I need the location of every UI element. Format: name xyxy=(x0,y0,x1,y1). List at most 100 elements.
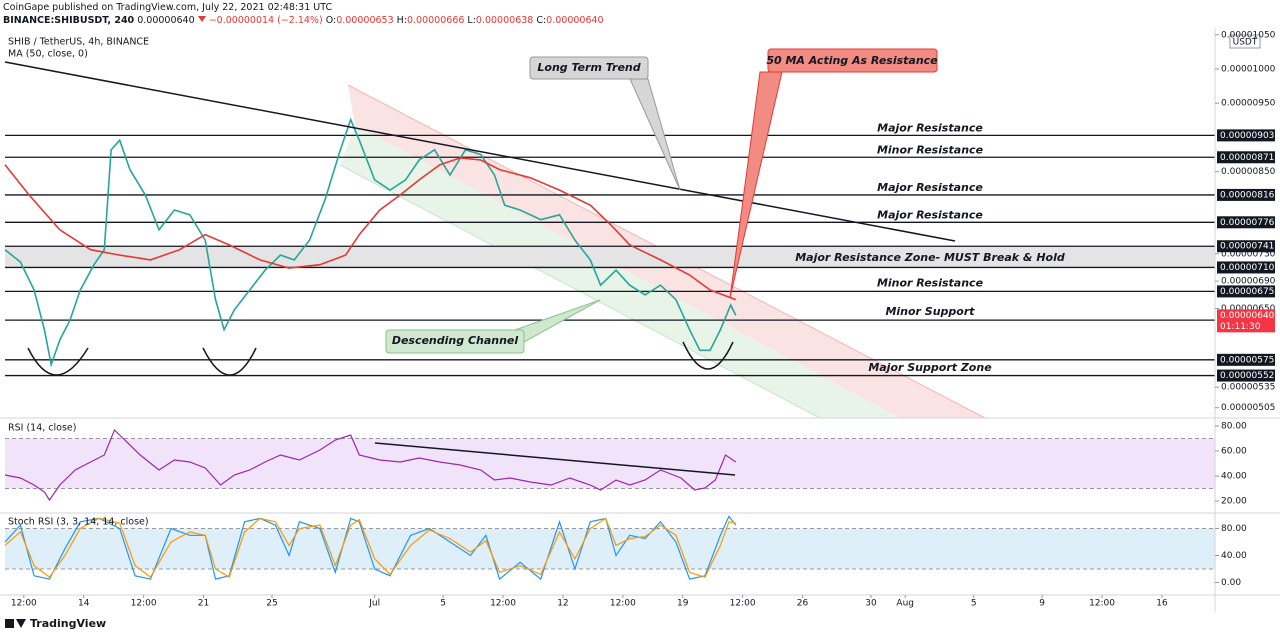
y-tick-label: 40.00 xyxy=(1221,551,1247,561)
y-tick-label: 0.00001050 xyxy=(1221,30,1276,40)
level-label-box xyxy=(1217,216,1275,229)
channel-lower xyxy=(340,125,900,418)
ohlc-value: 0.00000640 xyxy=(546,15,604,26)
indicator-line xyxy=(4,157,737,301)
level-label: 0.00000816 xyxy=(1220,190,1275,200)
level-note: Major Resistance xyxy=(877,208,983,221)
ohlc: O:0.00000653 H:0.00000666 L:0.00000638 C:0.… xyxy=(326,15,607,26)
level-label: 0.00000903 xyxy=(1220,131,1274,141)
level-label: 0.00000675 xyxy=(1220,287,1274,297)
brand: TradingView xyxy=(30,617,106,630)
x-tick-label: 30 xyxy=(865,599,877,609)
change: −0.00000014 (−2.14%) xyxy=(208,15,323,26)
header: CoinGape published on TradingView.com, J… xyxy=(3,1,607,27)
callout-box xyxy=(529,56,649,80)
level-note: Minor Resistance xyxy=(877,276,984,289)
countdown: 01:11:30 xyxy=(1220,322,1261,332)
level-note: Major Support Zone xyxy=(868,361,992,374)
indicator-line xyxy=(4,517,736,578)
level-label-box xyxy=(1217,188,1275,201)
x-tick-label: 25 xyxy=(266,599,277,609)
currency: USDT xyxy=(1233,38,1258,48)
level-label-box xyxy=(1217,261,1275,274)
x-tick-label: 12 xyxy=(557,599,568,609)
indicator-line xyxy=(4,428,737,502)
y-tick-label: 80.00 xyxy=(1221,524,1247,534)
ohlc-key: O: xyxy=(325,15,337,26)
y-tick-label: 0.00000690 xyxy=(1221,277,1276,287)
cup xyxy=(682,341,734,370)
ohlc-key: L: xyxy=(467,15,476,26)
level-label: 0.00000552 xyxy=(1220,371,1274,381)
y-tick-label: 0.00000505 xyxy=(1221,403,1275,413)
publisher: CoinGape published on TradingView.com, J… xyxy=(3,2,333,13)
level-label-box xyxy=(1217,353,1275,366)
level-label: 0.00000710 xyxy=(1220,263,1275,273)
x-tick-label: 16 xyxy=(1156,599,1168,609)
currency-box xyxy=(1229,34,1261,49)
ohlc-key: C: xyxy=(536,15,547,26)
x-tick-label: 12:00 xyxy=(490,599,516,609)
pane-title: Stoch RSI (3, 3, 14, 14, close) xyxy=(8,517,149,528)
x-tick-label: 14 xyxy=(78,599,90,609)
y-tick-label: 80.00 xyxy=(1221,422,1247,432)
legend-entry: MA (50, close, 0) xyxy=(8,49,88,60)
x-tick-label: 12:00 xyxy=(131,599,157,609)
x-tick-label: 12:00 xyxy=(610,599,636,609)
level-label-box xyxy=(1217,285,1275,298)
last-price: 0.00000640 xyxy=(137,15,195,26)
logo-icon xyxy=(5,619,26,628)
level-note: Minor Resistance xyxy=(877,143,984,156)
ohlc-value: 0.00000666 xyxy=(406,15,465,26)
ohlc-value: 0.00000638 xyxy=(475,15,534,26)
y-tick-label: 0.00000535 xyxy=(1221,383,1275,393)
cup xyxy=(27,347,89,376)
x-tick-label: 9 xyxy=(1039,599,1045,609)
x-tick-label: 5 xyxy=(440,599,446,609)
symbol: BINANCE:SHIBUSDT, 240 xyxy=(3,15,135,26)
x-tick-label: 12:00 xyxy=(11,599,37,609)
y-tick-label: 0.00000730 xyxy=(1221,249,1276,259)
resistance-zone xyxy=(5,246,1215,268)
level-label-box xyxy=(1217,151,1275,164)
trend-line xyxy=(4,61,956,242)
level-label: 0.00000575 xyxy=(1220,355,1274,365)
y-tick-label: 20.00 xyxy=(1221,497,1247,507)
callout-text: 50 MA Acting As Resistance xyxy=(766,54,938,67)
level-label-box xyxy=(1217,369,1275,382)
x-tick-label: 26 xyxy=(797,599,809,609)
current-price: 0.00000640 xyxy=(1220,311,1275,321)
x-tick-label: Jul xyxy=(368,599,380,609)
callout-box xyxy=(767,48,938,73)
ohlc-key: H: xyxy=(396,15,407,26)
symbol-line: BINANCE:SHIBUSDT, 240 0.00000640 −0.0000… xyxy=(3,14,607,27)
x-tick-label: 5 xyxy=(971,599,977,609)
callout-text: Descending Channel xyxy=(392,334,519,347)
x-tick-label: Aug xyxy=(896,599,914,609)
level-note: Major Resistance xyxy=(877,121,983,134)
y-tick-label: 0.00001000 xyxy=(1221,65,1276,75)
level-label-box xyxy=(1217,129,1275,142)
indicator-line xyxy=(4,515,737,581)
y-tick-label: 60.00 xyxy=(1221,447,1247,457)
y-tick-label: 0.00 xyxy=(1221,578,1241,588)
cup xyxy=(202,347,257,376)
callout-text: Long Term Trend xyxy=(537,61,640,74)
x-tick-label: 21 xyxy=(198,599,209,609)
level-note: Minor Support xyxy=(885,305,975,318)
level-label-box xyxy=(1217,240,1275,253)
pane-title: RSI (14, close) xyxy=(8,423,76,434)
price-line xyxy=(4,117,737,368)
callout-box xyxy=(385,329,525,354)
x-tick-label: 19 xyxy=(677,599,689,609)
level-note: Major Resistance Zone- MUST Break & Hold xyxy=(795,251,1065,264)
x-tick-label: 12:00 xyxy=(1089,599,1115,609)
series xyxy=(4,117,737,581)
x-tick-label: 12:00 xyxy=(730,599,756,609)
chart-title: SHIB / TetherUS, 4h, BINANCE xyxy=(8,37,149,48)
down-arrow xyxy=(197,16,206,22)
level-label: 0.00000776 xyxy=(1220,218,1275,228)
ohlc-value: 0.00000653 xyxy=(336,15,394,26)
